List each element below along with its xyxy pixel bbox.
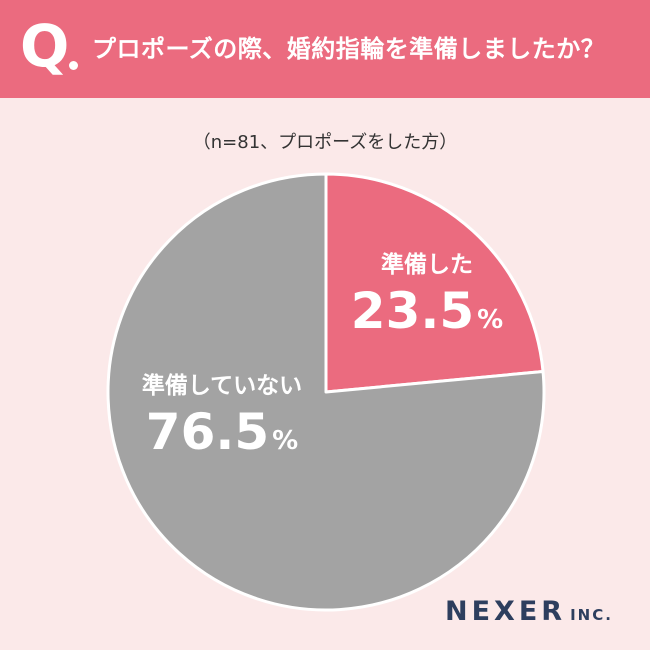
- sample-note: （n=81、プロポーズをした方）: [192, 132, 458, 153]
- slice-value-1: 76.5%: [146, 403, 298, 461]
- question-text: プロポーズの際、婚約指輪を準備しましたか？: [92, 35, 606, 63]
- question-header: Q プロポーズの際、婚約指輪を準備しましたか？: [0, 0, 650, 98]
- logo-sub-text: INC.: [570, 606, 613, 624]
- nexer-logo: NEXER INC.: [445, 596, 613, 627]
- slice-value-0: 23.5%: [351, 282, 503, 340]
- q-dot-icon: [69, 61, 78, 70]
- slice-label-0: 準備した: [381, 251, 473, 278]
- q-mark: Q: [20, 12, 70, 80]
- slice-label-1: 準備していない: [142, 372, 302, 399]
- pie-slice-0: [324, 172, 545, 394]
- logo-main-text: NEXER: [445, 596, 567, 627]
- pie-slice-1: [106, 172, 546, 612]
